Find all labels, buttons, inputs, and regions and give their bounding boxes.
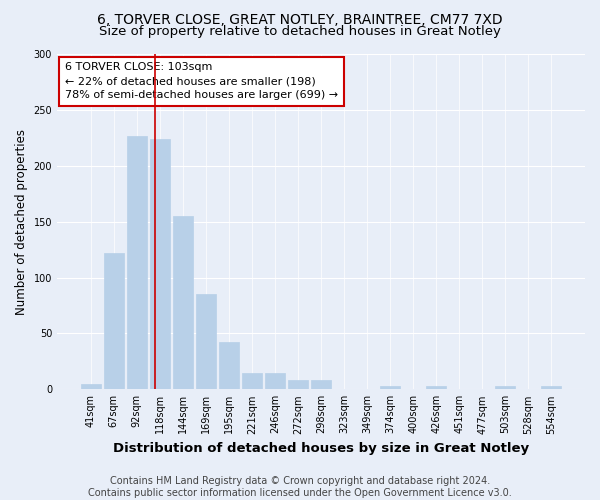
Bar [150,139,170,390]
Bar [496,386,515,390]
Text: 6 TORVER CLOSE: 103sqm
← 22% of detached houses are smaller (198)
78% of semi-de: 6 TORVER CLOSE: 103sqm ← 22% of detached… [65,62,338,100]
Bar [311,380,331,390]
Bar [541,386,561,390]
Bar [427,386,446,390]
Y-axis label: Number of detached properties: Number of detached properties [15,128,28,314]
Bar [380,386,400,390]
Bar [127,136,146,390]
Bar [104,253,124,390]
Text: Size of property relative to detached houses in Great Notley: Size of property relative to detached ho… [99,25,501,38]
Bar [288,380,308,390]
X-axis label: Distribution of detached houses by size in Great Notley: Distribution of detached houses by size … [113,442,529,455]
Bar [81,384,101,390]
Text: Contains HM Land Registry data © Crown copyright and database right 2024.
Contai: Contains HM Land Registry data © Crown c… [88,476,512,498]
Bar [242,372,262,390]
Text: 6, TORVER CLOSE, GREAT NOTLEY, BRAINTREE, CM77 7XD: 6, TORVER CLOSE, GREAT NOTLEY, BRAINTREE… [97,12,503,26]
Bar [219,342,239,390]
Bar [265,372,285,390]
Bar [173,216,193,390]
Bar [196,294,216,390]
